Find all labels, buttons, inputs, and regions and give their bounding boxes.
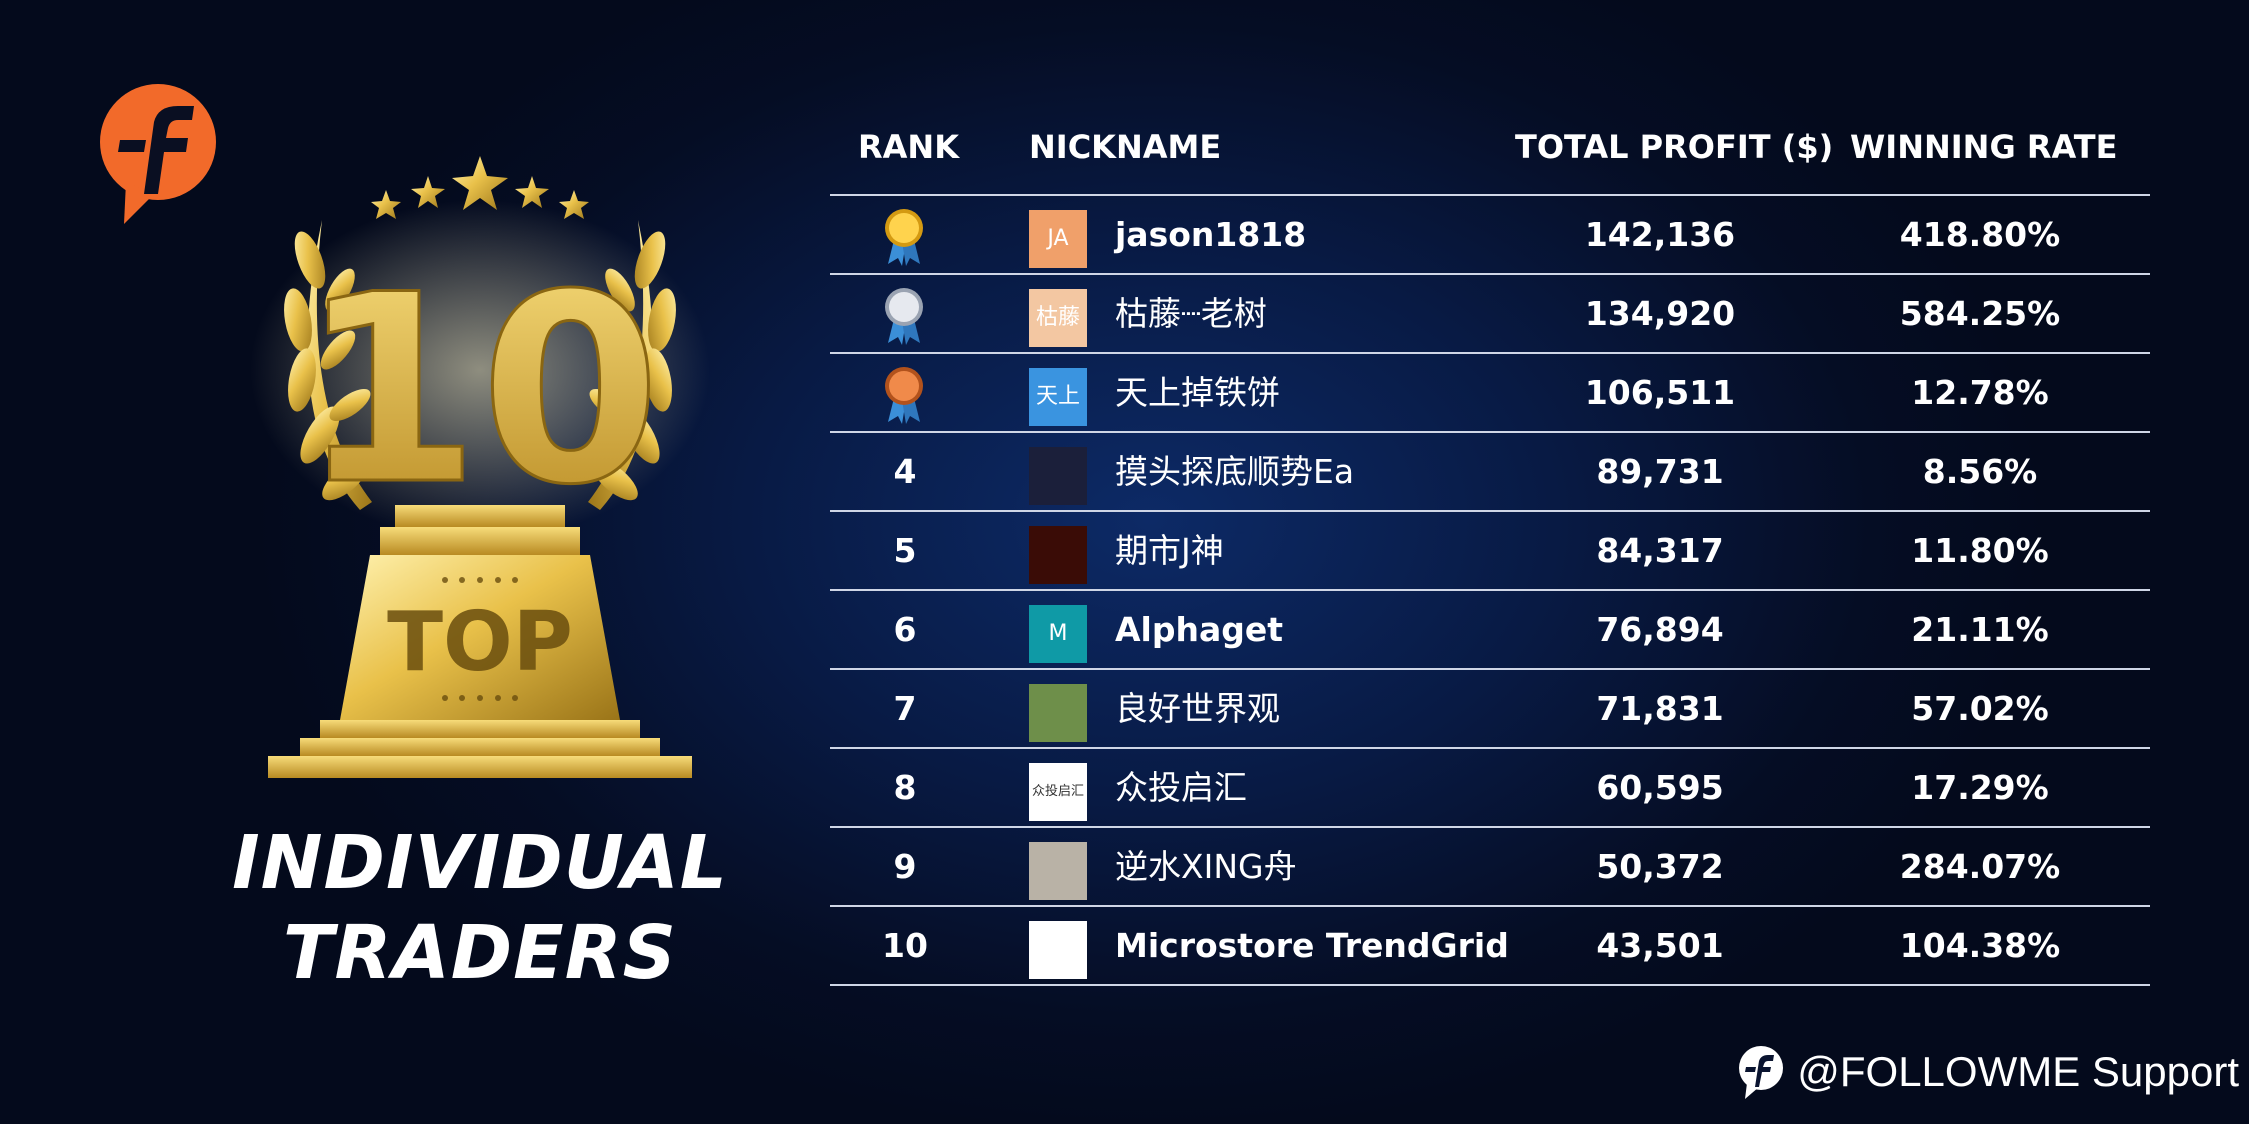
profit-cell: 76,894 bbox=[1596, 610, 1724, 649]
trophy-number: 10 bbox=[299, 240, 661, 542]
rank-cell bbox=[830, 275, 980, 352]
nickname-cell: 天上掉铁饼 bbox=[1115, 373, 1280, 412]
table-header: RANK NICKNAME TOTAL PROFIT ($) WINNING R… bbox=[830, 118, 2150, 196]
nickname-cell: 众投启汇 bbox=[1115, 768, 1247, 807]
profit-cell: 89,731 bbox=[1596, 452, 1724, 491]
avatar: M bbox=[1029, 605, 1087, 663]
nickname-cell: Alphaget bbox=[1115, 610, 1284, 649]
rank-cell: 7 bbox=[893, 689, 917, 728]
silver-medal-icon bbox=[885, 288, 923, 345]
nickname-cell: 摸头探底顺势Ea bbox=[1115, 452, 1355, 491]
table-row: 枯藤 枯藤┈老树 134,920 584.25% bbox=[830, 275, 2150, 354]
winning-rate-cell: 21.11% bbox=[1911, 610, 2049, 649]
table-row: 天上 天上掉铁饼 106,511 12.78% bbox=[830, 354, 2150, 433]
nickname-cell: jason1818 bbox=[1115, 215, 1307, 254]
trophy-plaque-text: TOP bbox=[387, 595, 573, 690]
avatar: 众投启汇 bbox=[1029, 763, 1087, 821]
gold-medal-icon bbox=[885, 209, 923, 266]
profit-cell: 106,511 bbox=[1584, 373, 1736, 412]
header-rate: WINNING RATE bbox=[1850, 128, 2118, 166]
profit-cell: 142,136 bbox=[1584, 215, 1736, 254]
profit-cell: 60,595 bbox=[1596, 768, 1724, 807]
table-row: 6 M Alphaget 76,894 21.11% bbox=[830, 591, 2150, 670]
avatar bbox=[1029, 684, 1087, 742]
winning-rate-cell: 57.02% bbox=[1911, 689, 2049, 728]
rank-cell: 6 bbox=[893, 610, 917, 649]
avatar bbox=[1029, 842, 1087, 900]
table-row: 8 众投启汇 众投启汇 60,595 17.29% bbox=[830, 749, 2150, 828]
nickname-cell: Microstore TrendGrid bbox=[1115, 926, 1509, 965]
header-nickname: NICKNAME bbox=[1029, 128, 1222, 166]
rank-cell: 5 bbox=[893, 531, 917, 570]
laurel-left-icon bbox=[284, 220, 372, 510]
header-rank: RANK bbox=[858, 128, 959, 166]
profit-cell: 71,831 bbox=[1596, 689, 1724, 728]
avatar bbox=[1029, 526, 1087, 584]
followme-logo-icon bbox=[100, 84, 216, 224]
avatar: 枯藤 bbox=[1029, 289, 1087, 347]
winning-rate-cell: 8.56% bbox=[1922, 452, 2038, 491]
winning-rate-cell: 12.78% bbox=[1911, 373, 2049, 412]
footer-watermark: @FOLLOWME Support bbox=[1737, 1042, 2239, 1102]
rank-cell bbox=[830, 196, 980, 273]
table-row: 9 逆水XING舟 50,372 284.07% bbox=[830, 828, 2150, 907]
rank-cell: 8 bbox=[893, 768, 917, 807]
rank-cell bbox=[830, 354, 980, 431]
avatar: JA bbox=[1029, 210, 1087, 268]
winning-rate-cell: 17.29% bbox=[1911, 768, 2049, 807]
avatar bbox=[1029, 447, 1087, 505]
winning-rate-cell: 284.07% bbox=[1899, 847, 2061, 886]
table-row: JA jason1818 142,136 418.80% bbox=[830, 196, 2150, 275]
nickname-cell: 枯藤┈老树 bbox=[1115, 294, 1267, 333]
rank-cell: 4 bbox=[893, 452, 917, 491]
leaderboard-table: RANK NICKNAME TOTAL PROFIT ($) WINNING R… bbox=[830, 118, 2150, 986]
table-row: 4 摸头探底顺势Ea 89,731 8.56% bbox=[830, 433, 2150, 512]
avatar: 天上 bbox=[1029, 368, 1087, 426]
table-row: 5 期市J神 84,317 11.80% bbox=[830, 512, 2150, 591]
winning-rate-cell: 584.25% bbox=[1899, 294, 2061, 333]
title-line-1: INDIVIDUAL bbox=[232, 820, 728, 906]
rank-cell: 10 bbox=[882, 926, 928, 965]
avatar bbox=[1029, 921, 1087, 979]
winning-rate-cell: 11.80% bbox=[1911, 531, 2049, 570]
nickname-cell: 期市J神 bbox=[1115, 531, 1224, 570]
title-line-2: TRADERS bbox=[283, 910, 677, 996]
winning-rate-cell: 104.38% bbox=[1899, 926, 2061, 965]
header-profit: TOTAL PROFIT ($) bbox=[1515, 128, 1834, 166]
profit-cell: 43,501 bbox=[1596, 926, 1724, 965]
table-row: 7 良好世界观 71,831 57.02% bbox=[830, 670, 2150, 749]
profit-cell: 50,372 bbox=[1596, 847, 1724, 886]
nickname-cell: 良好世界观 bbox=[1115, 689, 1280, 728]
bronze-medal-icon bbox=[885, 367, 923, 424]
footer-handle: @FOLLOWME Support bbox=[1797, 1048, 2239, 1095]
followme-watermark-icon bbox=[1739, 1046, 1784, 1099]
winning-rate-cell: 418.80% bbox=[1899, 215, 2061, 254]
table-row: 10 Microstore TrendGrid 43,501 104.38% bbox=[830, 907, 2150, 986]
stars-icon bbox=[371, 156, 589, 219]
nickname-cell: 逆水XING舟 bbox=[1115, 847, 1297, 886]
profit-cell: 134,920 bbox=[1584, 294, 1736, 333]
laurel-right-icon bbox=[588, 220, 676, 510]
rank-cell: 9 bbox=[893, 847, 917, 886]
profit-cell: 84,317 bbox=[1596, 531, 1724, 570]
top10-trophy-illustration: 10 TOP bbox=[250, 156, 710, 778]
